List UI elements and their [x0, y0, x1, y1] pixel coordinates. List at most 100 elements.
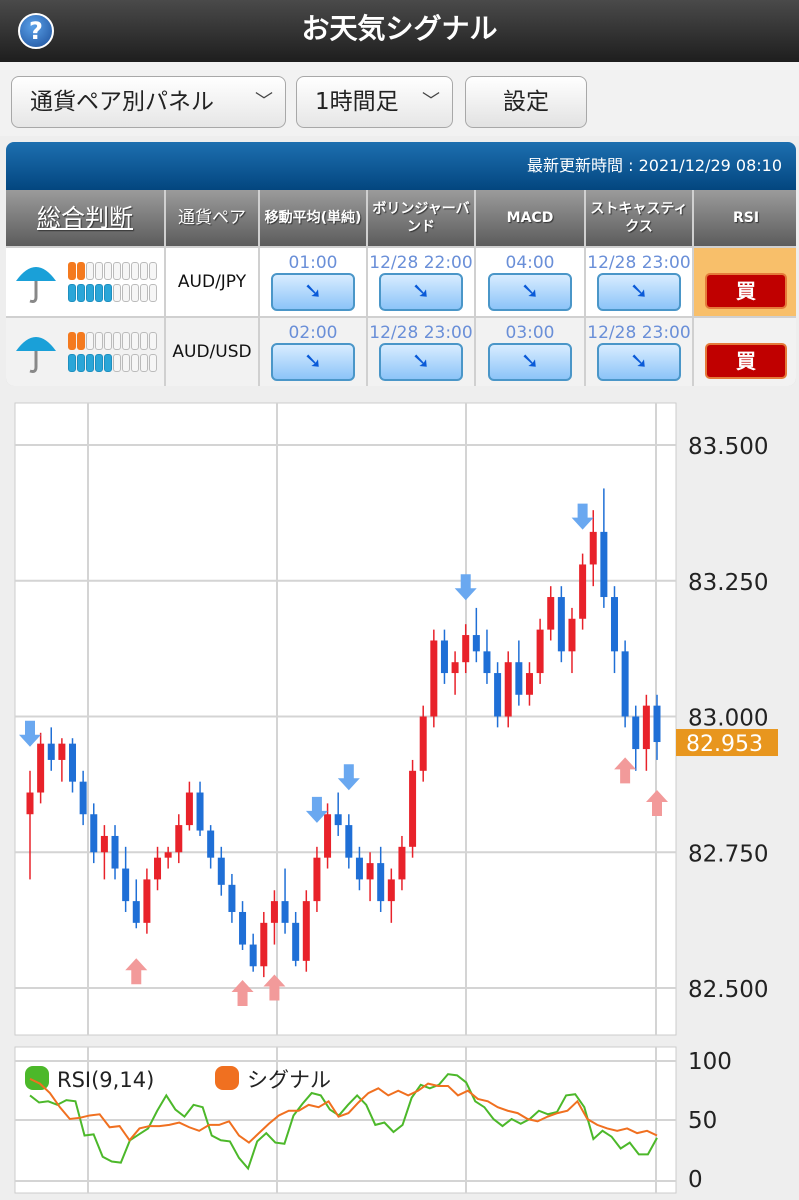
- candle: [653, 694, 661, 760]
- chevron-down-icon: ﹀: [255, 91, 273, 112]
- panel-select[interactable]: 通貨ペア別パネル ﹀: [11, 76, 286, 128]
- rsi-cell[interactable]: 買: [694, 318, 796, 386]
- signal-table: 総合判断 通貨ペア 移動平均(単純) ボリンジャーバンド MACD ストキャステ…: [6, 190, 796, 386]
- help-icon[interactable]: ?: [18, 13, 54, 49]
- signal-cell[interactable]: 12/28 22:00 ➘: [368, 248, 474, 316]
- candle: [515, 640, 523, 706]
- candle: [525, 662, 533, 706]
- candle: [164, 846, 172, 869]
- signal-cell[interactable]: 12/28 23:00 ➘: [586, 318, 692, 386]
- legend-swatch: [215, 1066, 239, 1090]
- candle: [260, 911, 268, 978]
- candle: [249, 933, 257, 972]
- arrow-down-right-icon[interactable]: ➘: [379, 273, 463, 311]
- legend-swatch: [25, 1066, 49, 1090]
- umbrella-icon: [15, 267, 56, 303]
- candle: [90, 803, 98, 864]
- y-tick-label: 82.500: [688, 977, 768, 1003]
- candle: [313, 846, 321, 912]
- buy-badge[interactable]: 買: [705, 273, 787, 309]
- candle: [228, 873, 236, 923]
- signal-panel: 最新更新時間 : 2021/12/29 08:10 総合判断 通貨ペア 移動平均…: [6, 142, 796, 386]
- candle: [58, 738, 66, 782]
- page-title: お天気シグナル: [301, 12, 498, 45]
- header-macd: MACD: [476, 190, 584, 246]
- candle: [143, 868, 151, 934]
- header-sma: 移動平均(単純): [260, 190, 366, 246]
- signal-time: 03:00: [505, 323, 555, 343]
- buy-signal-arrow-icon: [646, 789, 668, 816]
- arrow-down-right-icon[interactable]: ➘: [271, 343, 355, 381]
- arrow-down-right-icon[interactable]: ➘: [488, 343, 572, 381]
- candle: [345, 814, 353, 869]
- header-pair: 通貨ペア: [166, 190, 258, 246]
- rsi-y-tick: 100: [688, 1049, 732, 1075]
- candle: [26, 770, 34, 880]
- signal-meter: [67, 262, 157, 302]
- signal-cell[interactable]: 04:00 ➘: [476, 248, 584, 316]
- toolbar: 通貨ペア別パネル ﹀ 1時間足 ﹀ 設定: [0, 62, 799, 136]
- header-bollinger: ボリンジャーバンド: [368, 190, 474, 246]
- sell-signal-arrow-icon: [454, 574, 477, 601]
- signal-cell[interactable]: 03:00 ➘: [476, 318, 584, 386]
- candle: [430, 629, 438, 728]
- rsi-series-line: [29, 1073, 658, 1171]
- rsi-cell[interactable]: 買: [694, 248, 796, 316]
- panel-select-value: 通貨ペア別パネル: [30, 89, 214, 115]
- candle: [494, 662, 502, 728]
- signal-time: 01:00: [288, 253, 338, 273]
- pair-cell: AUD/JPY: [166, 248, 258, 316]
- timeframe-select-value: 1時間足: [315, 89, 399, 115]
- signal-time: 12/28 22:00: [369, 253, 473, 273]
- signal-cell[interactable]: 12/28 23:00 ➘: [368, 318, 474, 386]
- candle: [366, 852, 374, 902]
- timeframe-select[interactable]: 1時間足 ﹀: [296, 76, 453, 128]
- signal-cell[interactable]: 02:00 ➘: [260, 318, 366, 386]
- candle: [302, 890, 310, 972]
- candle: [270, 890, 278, 945]
- signal-meter: [67, 332, 157, 372]
- signal-cell[interactable]: 01:00 ➘: [260, 248, 366, 316]
- legend-label: シグナル: [247, 1068, 331, 1092]
- candle: [122, 846, 130, 912]
- header-overall[interactable]: 総合判断: [6, 190, 164, 246]
- candle: [568, 607, 576, 674]
- signal-cell[interactable]: 12/28 23:00 ➘: [586, 248, 692, 316]
- candle: [47, 727, 55, 771]
- app-header: ? お天気シグナル: [0, 0, 799, 62]
- candle: [600, 488, 608, 608]
- buy-signal-arrow-icon: [125, 958, 148, 985]
- arrow-down-right-icon[interactable]: ➘: [597, 273, 681, 311]
- current-price: 82.953: [686, 732, 763, 757]
- candle: [504, 651, 512, 728]
- rsi-plot-area: [14, 1046, 677, 1194]
- overall-cell[interactable]: [6, 248, 164, 316]
- arrow-down-right-icon[interactable]: ➘: [597, 343, 681, 381]
- buy-badge[interactable]: 買: [705, 343, 787, 379]
- last-updated: 最新更新時間 : 2021/12/29 08:10: [6, 142, 796, 190]
- buy-signal-arrow-icon: [614, 757, 637, 784]
- candle: [100, 825, 108, 880]
- signal-time: 04:00: [505, 253, 555, 273]
- rsi-y-tick: 0: [688, 1167, 703, 1193]
- candle: [377, 846, 385, 912]
- rsi-y-tick: 50: [688, 1108, 717, 1134]
- sell-signal-arrow-icon: [337, 764, 360, 791]
- candle: [324, 803, 332, 869]
- signal-time: 12/28 23:00: [369, 323, 473, 343]
- overall-cell[interactable]: [6, 318, 164, 386]
- settings-button[interactable]: 設定: [465, 76, 587, 128]
- candle: [207, 825, 215, 869]
- candle: [281, 868, 289, 934]
- arrow-down-right-icon[interactable]: ➘: [379, 343, 463, 381]
- candle: [387, 868, 395, 923]
- price-plot-area: [14, 402, 677, 1036]
- current-price-badge: [676, 729, 778, 757]
- y-tick-label: 83.250: [688, 570, 768, 596]
- header-rsi: RSI: [694, 190, 796, 246]
- arrow-down-right-icon[interactable]: ➘: [271, 273, 355, 311]
- arrow-down-right-icon[interactable]: ➘: [488, 273, 572, 311]
- signal-time: 02:00: [288, 323, 338, 343]
- candle: [355, 846, 363, 891]
- candle: [185, 781, 193, 831]
